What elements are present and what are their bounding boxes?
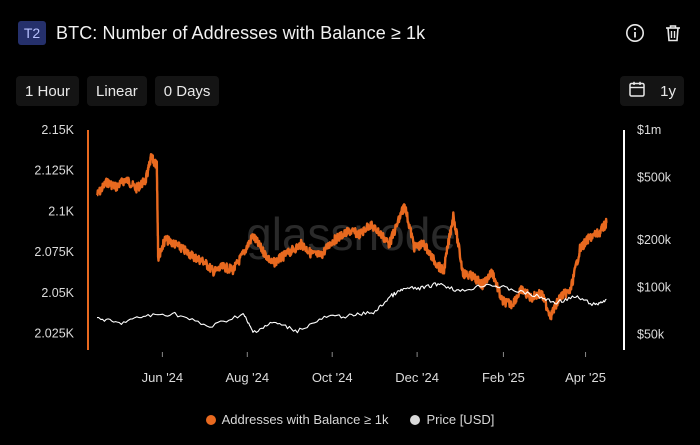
scale-button[interactable]: Linear — [87, 76, 147, 106]
legend-item[interactable]: Addresses with Balance ≥ 1k — [205, 412, 389, 427]
legend: Addresses with Balance ≥ 1k Price [USD] — [0, 412, 700, 427]
x-tick-label: Feb '25 — [482, 370, 525, 385]
y-left-tick-label: 2.025K — [34, 327, 74, 341]
tier-badge: T2 — [18, 21, 46, 45]
chart-header: T2 BTC: Number of Addresses with Balance… — [18, 20, 425, 46]
trash-icon[interactable] — [660, 20, 686, 46]
legend-label: Addresses with Balance ≥ 1k — [221, 412, 389, 427]
range-label: 1y — [660, 82, 676, 100]
legend-label: Price [USD] — [426, 412, 495, 427]
addresses-series-line — [96, 153, 608, 321]
range-button[interactable]: 1y — [620, 76, 684, 106]
x-tick-label: Aug '24 — [225, 370, 269, 385]
y-left-tick-label: 2.125K — [34, 164, 74, 178]
y-right-tick-label: $1m — [637, 123, 661, 137]
x-tick-label: Dec '24 — [395, 370, 439, 385]
x-tick-label: Jun '24 — [142, 370, 184, 385]
price-series-line — [97, 282, 607, 334]
y-left-tick-label: 2.075K — [34, 245, 74, 259]
y-left-tick-label: 2.15K — [41, 123, 74, 137]
resolution-button[interactable]: 1 Hour — [16, 76, 80, 106]
smoothing-button[interactable]: 0 Days — [154, 76, 220, 106]
chart-area: glassnode2.025K2.05K2.075K2.1K2.125K2.15… — [34, 123, 672, 385]
y-right-tick-label: $500k — [637, 170, 672, 184]
y-right-tick-label: $100k — [637, 280, 672, 294]
x-tick-label: Oct '24 — [312, 370, 353, 385]
y-right-tick-label: $50k — [637, 328, 665, 342]
legend-dot — [410, 414, 421, 425]
calendar-icon — [628, 80, 646, 102]
header-actions — [622, 20, 686, 46]
y-right-tick-label: $200k — [637, 233, 672, 247]
y-left-tick-label: 2.1K — [48, 204, 74, 218]
info-icon[interactable] — [622, 20, 648, 46]
x-tick-label: Apr '25 — [565, 370, 606, 385]
chart-title: BTC: Number of Addresses with Balance ≥ … — [56, 22, 426, 43]
y-left-tick-label: 2.05K — [41, 286, 74, 300]
legend-dot — [205, 414, 216, 425]
legend-item[interactable]: Price [USD] — [410, 412, 494, 427]
toolbar: 1 Hour Linear 0 Days — [16, 76, 220, 106]
